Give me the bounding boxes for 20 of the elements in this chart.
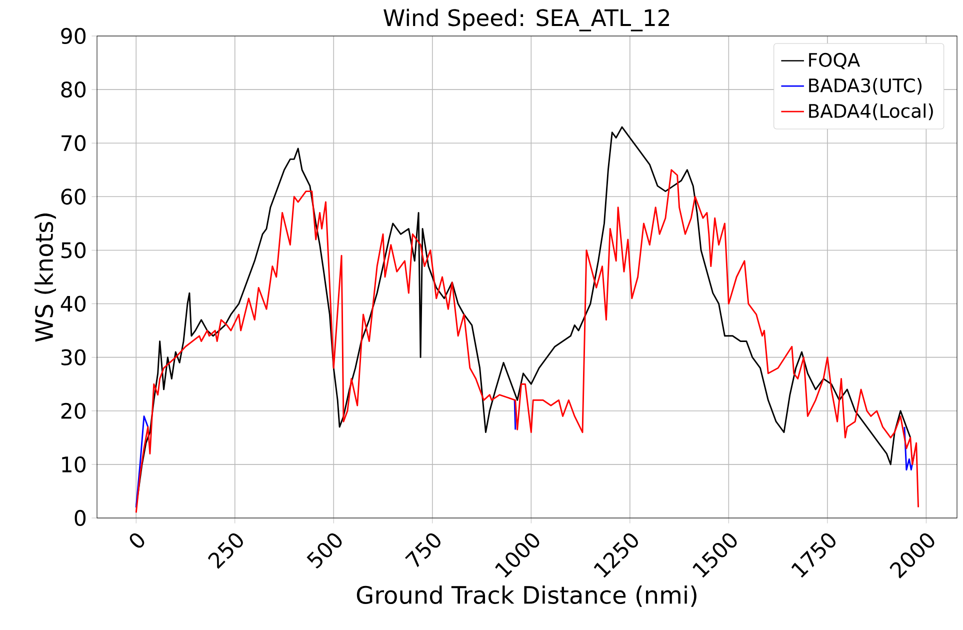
y-axis-title: WS (knots) — [34, 214, 56, 342]
x-tick-label: 0 — [130, 533, 144, 548]
y-tick-label: 40 — [60, 296, 86, 312]
y-tick-label: 20 — [61, 402, 86, 419]
y-tick-label: 90 — [61, 28, 86, 44]
legend-label: BADA3(UTC) — [809, 78, 922, 95]
y-tick-label: 0 — [74, 510, 86, 526]
y-tick-label: 50 — [61, 242, 86, 258]
y-tick-label: 10 — [62, 456, 86, 472]
legend-label: FOQA — [809, 52, 860, 70]
y-tick-label: 80 — [61, 81, 86, 98]
chart-title: Wind Speed: SEA_ATL_12 — [384, 8, 669, 32]
legend-label: BADA4(Local) — [809, 104, 933, 120]
y-tick-label: 70 — [62, 135, 86, 152]
x-tick-label: 250 — [208, 533, 243, 569]
y-tick-label: 60 — [61, 188, 86, 205]
y-tick-label: 30 — [61, 349, 86, 366]
x-tick-label: 500 — [306, 533, 342, 569]
x-tick-label: 750 — [405, 533, 440, 568]
x-axis-title: Ground Track Distance (nmi) — [356, 585, 696, 607]
